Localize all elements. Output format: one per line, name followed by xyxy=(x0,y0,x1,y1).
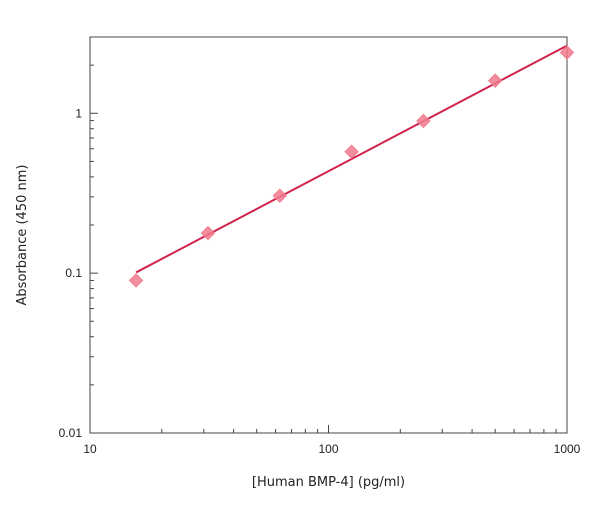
x-tick-label: 10 xyxy=(83,442,97,456)
y-tick-label: 0.01 xyxy=(59,426,83,440)
data-point-diamond xyxy=(416,113,431,129)
x-axis-label: [Human BMP-4] (pg/ml) xyxy=(252,475,405,490)
fit-line xyxy=(135,44,568,274)
plot-frame xyxy=(89,36,568,434)
series-layer xyxy=(128,44,575,288)
data-point-diamond xyxy=(559,45,575,60)
minor-ticks xyxy=(90,64,557,433)
data-point-diamond xyxy=(272,188,288,203)
data-point-diamond xyxy=(128,273,144,288)
x-tick-label: 100 xyxy=(318,442,338,456)
x-tick-label: 1000 xyxy=(554,442,581,456)
major-ticks xyxy=(89,112,568,434)
tick-labels: 10 100 1000 0.01 0.1 1 xyxy=(59,106,581,456)
y-tick-label: 0.1 xyxy=(65,266,82,280)
data-point-diamond xyxy=(200,225,216,241)
y-tick-label: 1 xyxy=(75,106,82,120)
data-point-diamond xyxy=(344,144,359,159)
y-axis-label: Absorbance (450 nm) xyxy=(15,165,30,306)
data-point-diamond xyxy=(487,73,503,88)
